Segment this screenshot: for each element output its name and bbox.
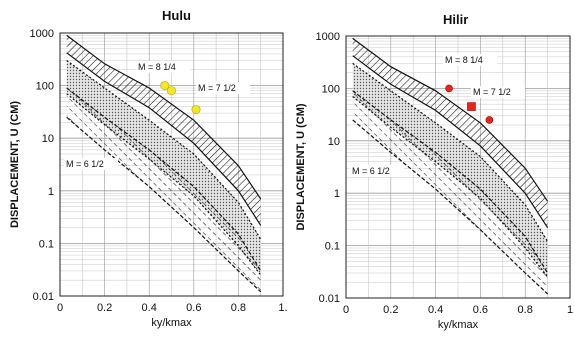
band-label: M = 7 1/2 [473,87,511,97]
band-label-bg [443,54,497,66]
y-tick-label: 0.1 [39,238,54,250]
band-label-bg [350,165,404,177]
band-lower-line [352,55,549,229]
band-diagonal [66,35,261,226]
data-point [485,116,494,124]
y-tick-label: 0.01 [319,293,340,305]
band-label: M = 7 1/2 [198,83,236,93]
band-dashed [66,88,261,292]
band-label: M = 6 1/2 [66,159,104,169]
y-tick-label: 1 [48,186,54,198]
y-tick-label: 10 [328,136,340,148]
band-lower-line [66,52,262,226]
band-dashed [352,90,548,294]
band-label-bg [64,158,118,170]
x-axis-label: ky/kmax [151,317,192,329]
plot-frame [345,35,571,299]
y-tick-label: 100 [322,83,340,95]
band-lower-line [352,119,549,295]
x-tick-label: 0.4 [428,304,443,316]
band-upper-line [352,37,549,202]
data-point [191,105,201,115]
y-axis-label: DISPLACEMENT, U (CM) [295,103,307,230]
x-tick-label: 1 [567,304,573,316]
x-tick-label: 1. [278,302,287,314]
chart-title: Hulu [162,8,191,23]
plot-frame [59,32,284,297]
data-point [445,84,453,93]
band-label: M = 6 1/2 [352,166,390,176]
band-upper-line [66,34,262,200]
chart-svg-hulu: M = 8 1/4 M = 7 1/2 M = 6 1/2 0.01 0.1 1 10 100… [9,28,288,329]
x-tick-label: 0.4 [142,302,157,314]
x-tick-label: 0 [343,304,349,316]
band-upper-line [66,87,262,272]
y-tick-label: 100 [36,81,54,93]
chart-panel-hilir: Hilir M = 8 1/4 M = 7 1/2 M = 6 1/2 0.01 0.1… [290,0,575,332]
band-label: M = 8 1/4 [445,55,483,65]
band-lower-line [66,116,262,293]
y-tick-label: 1000 [30,28,54,40]
chart-title: Hilir [443,12,469,27]
x-tick-label: 0.6 [186,302,201,314]
band-label: M = 8 1/4 [138,62,176,72]
x-tick-label: 0 [57,302,63,314]
y-tick-label: 0.1 [325,241,340,253]
y-tick-label: 10 [42,133,54,145]
band-upper-line [66,60,262,240]
y-tick-label: 1 [334,188,340,200]
x-tick-label: 0.8 [518,304,533,316]
x-tick-label: 0.8 [231,302,246,314]
band-upper-line [352,90,549,274]
band-diagonal [352,38,548,228]
x-tick-label: 0.2 [97,302,112,314]
chart-svg-hilir: M = 8 1/4M = 7 1/2M = 6 1/20.010.1110100… [295,31,573,331]
data-point [160,81,170,91]
x-axis-label: ky/kmax [438,319,479,331]
y-tick-label: 0.01 [33,291,54,303]
y-axis-label: DISPLACEMENT, U (CM) [9,101,21,228]
x-tick-label: 0.6 [473,304,488,316]
band-label-bg [471,86,525,98]
chart-panel-hulu: Hulu M = 8 1/4 M = 7 1/2 M = 6 1/2 0.01 0.1 1… [0,0,290,332]
data-point [467,102,476,111]
y-tick-label: 1000 [316,31,340,43]
band-label-bg [196,82,250,94]
data-point [167,86,177,96]
band-label-bg [136,61,190,73]
x-tick-label: 0.2 [383,304,398,316]
